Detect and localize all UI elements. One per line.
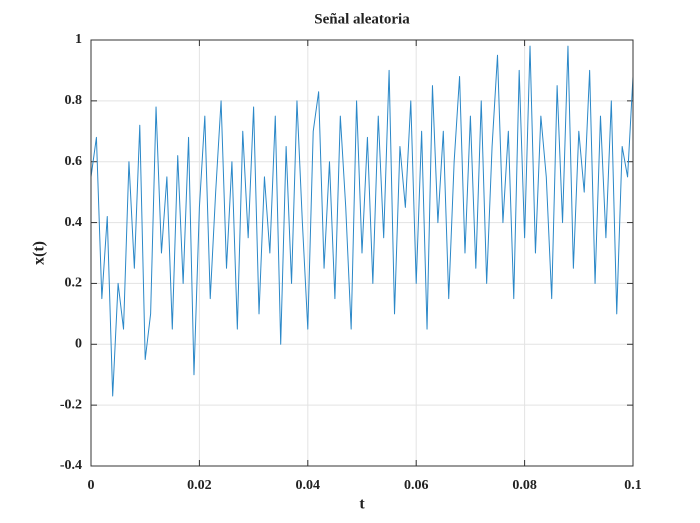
signal-line — [90, 45, 634, 397]
x-tick-label: 0.02 — [187, 478, 212, 493]
x-tick-label: 0.08 — [512, 478, 537, 493]
x-tick-label: 0.04 — [296, 478, 321, 493]
x-axis-label: t — [359, 496, 365, 513]
y-tick-label: 0 — [75, 337, 82, 352]
y-tick-label: 0.2 — [65, 276, 83, 291]
chart-title: Señal aleatoria — [314, 11, 410, 27]
x-tick-label: 0.1 — [624, 478, 642, 493]
y-tick-label: 0.4 — [65, 215, 83, 230]
y-tick-label: -0.4 — [60, 458, 82, 473]
y-tick-label: 0.8 — [65, 93, 83, 108]
y-tick-label: -0.2 — [60, 397, 82, 412]
y-tick-label: 1 — [75, 32, 82, 47]
x-tick-label: 0.06 — [404, 478, 429, 493]
axes-box — [90, 39, 634, 467]
y-tick-label: 0.6 — [65, 154, 83, 169]
x-tick-label: 0 — [88, 478, 95, 493]
y-axis-label: x(t) — [31, 241, 48, 265]
